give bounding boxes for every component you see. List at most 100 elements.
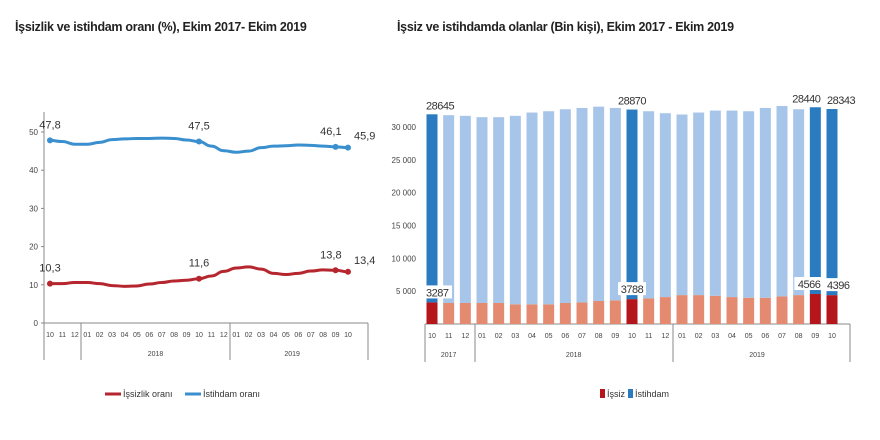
data-label-bg [424,285,452,299]
bar-employed [543,111,555,305]
y-tick-label: 25 000 [392,156,417,165]
bar-employed [743,111,755,298]
bar-unemployed [459,302,471,324]
data-label: 45,9 [354,131,375,143]
data-point [345,268,351,275]
bar-unemployed [659,297,671,324]
bar-employed [443,115,455,303]
x-tick-label: 05 [133,332,141,339]
y-tick-label: 0 [34,319,39,328]
data-label-unemployed: 4396 [827,280,850,292]
bar-employed [576,107,588,303]
x-tick-label: 11 [59,332,66,339]
x-tick-label: 06 [294,332,302,339]
x-tick-label: 04 [728,333,736,340]
bar-employed [676,114,688,296]
x-tick-label: 06 [761,333,769,340]
bar-unemployed [676,295,688,324]
bar-unemployed [743,297,755,324]
legend-label: İşsiz [607,389,626,399]
legend-swatch-1 [628,389,633,398]
y-tick-label: 15 000 [392,222,417,231]
data-label: 13,4 [354,255,375,267]
x-tick-label: 06 [145,332,153,339]
x-tick-label: 05 [282,332,290,339]
bar-unemployed [609,300,621,324]
bar-employed [809,107,821,295]
x-tick-label: 02 [695,333,703,340]
y-tick-label: 30 000 [392,123,417,132]
bar-unemployed [826,295,838,324]
data-label-employed: 28343 [827,95,855,107]
y-tick-label: 30 [29,204,38,213]
data-label-unemployed: 3788 [621,284,644,296]
x-tick-label: 02 [495,333,503,340]
y-tick-label: 5 000 [396,287,417,296]
year-label: 2018 [148,351,164,358]
line-chart-title: İşsizlik ve istihdam oranı (%), Ekim 201… [15,20,307,34]
data-label: 47,5 [188,121,209,133]
y-tick-label: 20 [29,243,38,252]
data-label-employed: 28870 [618,96,646,108]
year-label: 2019 [749,352,765,359]
x-tick-label: 05 [545,333,553,340]
bar-unemployed [426,302,438,324]
data-point [47,137,53,144]
y-tick-label: 20 000 [392,189,417,198]
bar-employed [426,114,438,303]
x-tick-label: 07 [778,333,786,340]
x-tick-label: 02 [245,332,253,339]
data-point [332,143,339,150]
x-tick-label: 12 [71,332,79,339]
bar-unemployed [809,294,821,324]
x-tick-label: 01 [83,332,91,339]
x-tick-label: 07 [158,332,166,339]
bar-employed [659,113,671,298]
x-tick-label: 12 [220,332,228,339]
x-tick-label: 04 [121,332,129,339]
bar-employed [476,117,488,303]
y-tick-label: 10 000 [392,254,417,263]
bar-unemployed [776,296,788,324]
data-point [196,275,202,282]
data-label-unemployed: 4566 [798,279,821,291]
bar-employed [776,105,788,297]
bar-unemployed [559,302,571,324]
x-tick-label: 08 [170,332,178,339]
x-tick-label: 10 [195,332,203,339]
data-label: 10,3 [39,263,60,275]
bar-unemployed [643,298,655,324]
bar-unemployed [476,302,488,324]
x-tick-label: 10 [428,333,436,340]
data-label-employed: 28645 [426,100,454,112]
x-tick-label: 06 [561,333,569,340]
bar-unemployed [543,304,555,324]
bar-unemployed [726,297,738,324]
data-point [47,280,53,287]
x-tick-label: 08 [795,333,803,340]
bar-unemployed [693,295,705,324]
x-tick-label: 09 [811,333,819,340]
bar-employed [526,112,538,305]
bar-unemployed [526,304,538,324]
bar-employed [593,106,605,302]
bar-employed [693,112,705,296]
y-tick-label: 40 [29,166,38,175]
x-tick-label: 08 [595,333,603,340]
bar-employed [626,109,638,300]
data-label: 11,6 [189,258,210,270]
bar-unemployed [759,297,771,324]
legend-label: İstihdam [635,389,669,399]
bar-unemployed [626,299,638,324]
x-tick-label: 04 [528,333,536,340]
x-tick-label: 12 [661,333,669,340]
x-tick-label: 11 [208,332,215,339]
bar-employed [509,115,521,305]
x-tick-label: 09 [183,332,191,339]
x-tick-label: 03 [511,333,519,340]
bar-employed [459,115,471,303]
data-label-unemployed: 3287 [426,287,449,299]
bar-chart-title: İşsiz ve istihdamda olanlar (Bin kişi), … [397,20,734,34]
bar-employed [826,109,838,296]
x-tick-label: 09 [332,332,340,339]
